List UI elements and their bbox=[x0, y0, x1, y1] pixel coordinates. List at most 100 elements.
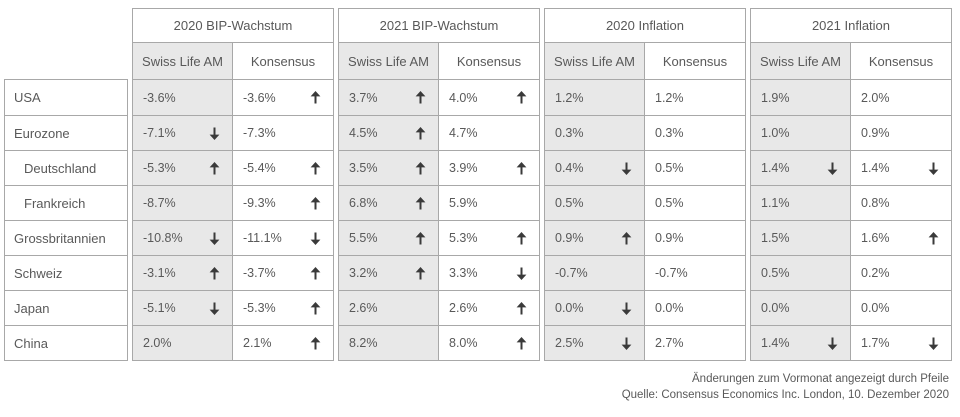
value-cell: 2.7% bbox=[645, 325, 745, 360]
cell-value: 8.2% bbox=[349, 336, 378, 350]
value-cell: 5.3% bbox=[439, 220, 539, 255]
country-label: China bbox=[5, 325, 127, 360]
cell-value: 0.9% bbox=[555, 231, 584, 245]
down-arrow-icon bbox=[827, 162, 838, 175]
value-cell: 8.2% bbox=[339, 325, 439, 360]
down-arrow-icon bbox=[621, 337, 632, 350]
value-cell: 0.4% bbox=[545, 150, 645, 185]
value-cell: 1.2% bbox=[545, 80, 645, 115]
cell-value: 0.5% bbox=[761, 266, 790, 280]
value-cell: 0.2% bbox=[851, 255, 951, 290]
value-cell: 5.9% bbox=[439, 185, 539, 220]
up-arrow-icon bbox=[415, 161, 426, 175]
subheader-swiss-life-am: Swiss Life AM bbox=[133, 43, 233, 80]
cell-value: 3.7% bbox=[349, 90, 378, 105]
value-cell: 0.9% bbox=[645, 220, 745, 255]
down-arrow-icon bbox=[209, 127, 220, 140]
up-arrow-icon bbox=[928, 231, 939, 245]
down-arrow-icon bbox=[209, 232, 220, 245]
down-arrow-icon bbox=[928, 337, 939, 350]
down-arrow-icon bbox=[209, 302, 220, 315]
value-cell: 6.8% bbox=[339, 185, 439, 220]
value-cell: 1.2% bbox=[645, 80, 745, 115]
cell-value: 0.0% bbox=[555, 301, 584, 315]
value-cell: 3.7% bbox=[339, 80, 439, 115]
country-column: USA Eurozone Deutschland Frankreich Grossbri… bbox=[4, 79, 128, 361]
footnote-source: Quelle: Consensus Economics Inc. London,… bbox=[621, 389, 949, 401]
value-cell: -0.7% bbox=[645, 255, 745, 290]
cell-value: 1.7% bbox=[861, 336, 890, 350]
cell-value: 1.4% bbox=[761, 336, 790, 350]
cell-value: -7.1% bbox=[143, 126, 176, 140]
subheader-swiss-life-am: Swiss Life AM bbox=[545, 43, 645, 80]
value-cell: 0.3% bbox=[645, 115, 745, 150]
cell-value: 3.3% bbox=[449, 266, 478, 280]
up-arrow-icon bbox=[415, 91, 426, 104]
cell-value: 0.5% bbox=[655, 161, 684, 175]
cell-value: 0.0% bbox=[761, 301, 790, 315]
value-cell: 0.5% bbox=[645, 185, 745, 220]
cell-value: 4.5% bbox=[349, 126, 378, 140]
value-cell: 3.2% bbox=[339, 255, 439, 290]
cell-value: 1.0% bbox=[761, 126, 790, 140]
down-arrow-icon bbox=[310, 232, 321, 245]
cell-value: 0.2% bbox=[861, 266, 890, 280]
column-groups: 2020 BIP-Wachstum Swiss Life AM Konsensus -… bbox=[130, 8, 952, 361]
up-arrow-icon bbox=[310, 161, 321, 175]
up-arrow-icon bbox=[516, 231, 527, 245]
value-cell: -5.1% bbox=[133, 290, 233, 325]
value-cell: 5.5% bbox=[339, 220, 439, 255]
value-cell: 1.4% bbox=[751, 150, 851, 185]
value-cell: 0.0% bbox=[851, 290, 951, 325]
cell-value: 0.0% bbox=[861, 301, 890, 315]
cell-value: 0.9% bbox=[655, 231, 684, 245]
up-arrow-icon bbox=[415, 126, 426, 140]
up-arrow-icon bbox=[310, 336, 321, 350]
cell-value: 1.6% bbox=[861, 231, 890, 245]
cell-value: -5.3% bbox=[143, 161, 176, 175]
value-cell: -5.3% bbox=[133, 150, 233, 185]
value-cell: -3.7% bbox=[233, 255, 333, 290]
up-arrow-icon bbox=[310, 91, 321, 104]
value-cell: -3.6% bbox=[233, 80, 333, 115]
value-cell: -8.7% bbox=[133, 185, 233, 220]
cell-value: 2.1% bbox=[243, 336, 272, 350]
value-cell: 0.3% bbox=[545, 115, 645, 150]
cell-value: -3.6% bbox=[243, 90, 276, 105]
cell-value: 5.5% bbox=[349, 231, 378, 245]
cell-value: -5.4% bbox=[243, 161, 276, 175]
value-cell: 8.0% bbox=[439, 325, 539, 360]
value-cell: 2.0% bbox=[133, 325, 233, 360]
up-arrow-icon bbox=[415, 231, 426, 245]
cell-value: 1.4% bbox=[761, 161, 790, 175]
up-arrow-icon bbox=[516, 91, 527, 104]
subheader-konsensus: Konsensus bbox=[851, 43, 951, 80]
cell-value: 2.7% bbox=[655, 336, 684, 350]
cell-value: -0.7% bbox=[555, 266, 588, 280]
value-cell: 1.5% bbox=[751, 220, 851, 255]
cell-value: 1.2% bbox=[655, 90, 684, 105]
country-label: Frankreich bbox=[5, 185, 127, 220]
value-cell: -7.1% bbox=[133, 115, 233, 150]
up-arrow-icon bbox=[310, 301, 321, 315]
value-cell: -3.6% bbox=[133, 80, 233, 115]
cell-value: 2.6% bbox=[449, 301, 478, 315]
value-cell: 0.0% bbox=[545, 290, 645, 325]
value-cell: 1.4% bbox=[851, 150, 951, 185]
cell-value: 0.9% bbox=[861, 126, 890, 140]
forecast-table: USA Eurozone Deutschland Frankreich Grossbri… bbox=[4, 8, 952, 361]
value-cell: 1.4% bbox=[751, 325, 851, 360]
up-arrow-icon bbox=[621, 231, 632, 245]
value-cell: 1.6% bbox=[851, 220, 951, 255]
value-cell: 1.0% bbox=[751, 115, 851, 150]
value-cell: 0.0% bbox=[645, 290, 745, 325]
value-cell: 2.1% bbox=[233, 325, 333, 360]
country-label: Schweiz bbox=[5, 255, 127, 290]
country-label: USA bbox=[14, 90, 41, 105]
value-cell: 4.0% bbox=[439, 80, 539, 115]
value-cell: 2.6% bbox=[339, 290, 439, 325]
footnotes: Änderungen zum Vormonat angezeigt durch … bbox=[622, 371, 949, 403]
up-arrow-icon bbox=[516, 301, 527, 315]
cell-value: 4.7% bbox=[449, 126, 478, 140]
value-cell: 3.9% bbox=[439, 150, 539, 185]
